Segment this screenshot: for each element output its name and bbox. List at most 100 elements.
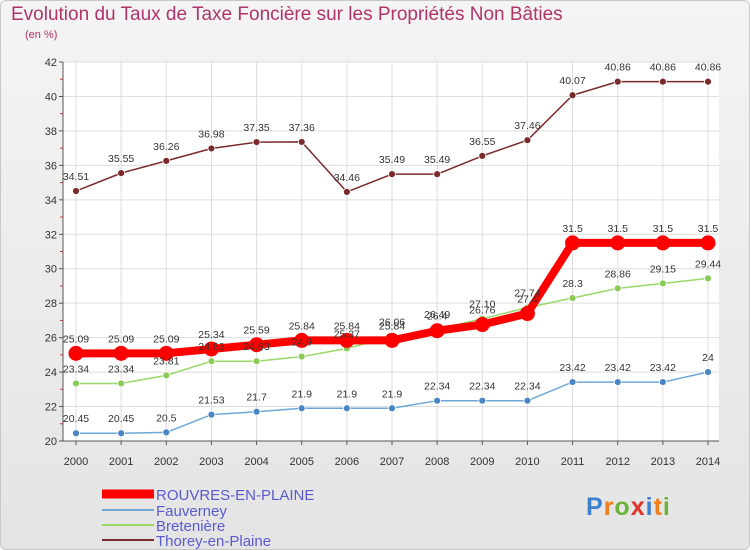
data-label: 31.5 xyxy=(607,223,628,235)
data-point xyxy=(203,341,219,357)
data-label: 25.59 xyxy=(243,325,269,337)
data-point xyxy=(568,378,577,386)
data-point xyxy=(568,294,577,302)
x-tick-label: 2006 xyxy=(335,456,359,468)
x-tick-label: 2014 xyxy=(696,456,720,468)
data-label: 21.7 xyxy=(246,392,267,404)
data-label: 25.09 xyxy=(63,333,89,345)
data-label: 24.9 xyxy=(291,337,312,349)
data-point xyxy=(658,77,667,86)
data-point xyxy=(388,404,396,413)
data-point xyxy=(72,379,80,388)
data-label: 40.07 xyxy=(559,75,585,87)
y-tick-label: 32 xyxy=(45,229,57,241)
data-label: 25.34 xyxy=(198,329,224,341)
data-point xyxy=(207,357,216,366)
x-tick-label: 2011 xyxy=(561,456,585,468)
data-point xyxy=(704,274,712,283)
data-label: 22.34 xyxy=(469,381,495,393)
x-tick-label: 2001 xyxy=(109,456,133,468)
data-point xyxy=(523,396,532,405)
data-label: 35.55 xyxy=(108,153,134,165)
data-point xyxy=(613,378,622,386)
data-label: 23.42 xyxy=(559,362,585,374)
data-point xyxy=(655,235,671,251)
data-label: 40.86 xyxy=(695,62,721,74)
chart-subtitle: (en %) xyxy=(25,29,58,41)
data-point xyxy=(297,138,306,146)
logo-letter: t xyxy=(653,493,663,521)
data-point xyxy=(117,169,126,178)
data-point xyxy=(704,77,712,86)
x-tick-label: 2010 xyxy=(515,456,539,468)
data-label: 40.86 xyxy=(605,62,631,74)
grid-layer xyxy=(63,61,719,442)
data-label: 29.44 xyxy=(695,258,721,270)
data-label: 37.35 xyxy=(243,122,269,134)
data-point xyxy=(294,332,310,348)
data-label: 26.76 xyxy=(469,305,495,317)
data-point xyxy=(478,151,487,160)
x-tick-label: 2013 xyxy=(651,456,675,468)
y-tick-label: 40 xyxy=(45,91,57,103)
data-point xyxy=(613,284,622,293)
data-point xyxy=(297,404,306,413)
y-tick-label: 24 xyxy=(45,367,57,379)
data-point xyxy=(207,144,216,153)
logo-letter: i xyxy=(662,493,671,521)
data-label: 21.53 xyxy=(198,395,224,407)
data-label: 25.84 xyxy=(334,320,360,332)
data-label: 28.3 xyxy=(562,278,583,290)
y-tick-label: 20 xyxy=(45,436,57,448)
data-label: 26.4 xyxy=(427,311,448,323)
data-label: 25.37 xyxy=(334,328,360,340)
x-tick-label: 2007 xyxy=(380,456,404,468)
x-tick-label: 2004 xyxy=(244,456,268,468)
data-point xyxy=(474,317,490,333)
legend: ROUVRES-EN-PLAINEFauverneyBretenièreThor… xyxy=(102,487,314,549)
chart-title: Evolution du Taux de Taxe Foncière sur l… xyxy=(11,4,563,25)
x-tick-label: 2000 xyxy=(64,456,88,468)
data-point xyxy=(113,345,129,361)
data-label: 36.55 xyxy=(469,136,495,148)
data-point xyxy=(388,170,396,179)
data-point xyxy=(207,410,216,419)
plot-area xyxy=(63,62,719,441)
data-point xyxy=(117,429,126,438)
data-point xyxy=(162,428,171,437)
data-point xyxy=(384,332,400,348)
y-tick-label: 38 xyxy=(45,126,57,138)
data-point xyxy=(568,91,577,100)
data-label: 35.49 xyxy=(424,154,450,166)
data-label: 24.63 xyxy=(198,341,224,353)
data-label: 27.74 xyxy=(514,288,540,300)
data-label: 37.36 xyxy=(289,122,315,134)
data-point xyxy=(478,396,487,405)
data-label: 23.34 xyxy=(63,363,89,375)
data-point xyxy=(342,404,351,413)
data-point xyxy=(523,136,532,145)
data-point xyxy=(72,429,80,438)
y-tick-label: 30 xyxy=(45,264,57,276)
data-point xyxy=(658,279,667,288)
data-label: 22.34 xyxy=(514,381,540,393)
data-point xyxy=(429,323,445,339)
data-label: 26.06 xyxy=(379,317,405,329)
data-label: 22.34 xyxy=(424,381,450,393)
x-tick-label: 2002 xyxy=(154,456,178,468)
data-point xyxy=(704,368,712,376)
data-label: 21.9 xyxy=(291,388,312,400)
y-tick-label: 42 xyxy=(45,57,57,69)
data-point xyxy=(700,235,716,251)
data-label: 23.42 xyxy=(605,362,631,374)
data-label: 27.10 xyxy=(469,299,495,311)
data-label: 40.86 xyxy=(650,62,676,74)
x-tick-label: 2003 xyxy=(199,456,223,468)
data-label: 24.63 xyxy=(243,341,269,353)
legend-label: ROUVRES-EN-PLAINE xyxy=(156,487,314,504)
data-label: 37.46 xyxy=(514,120,540,132)
data-label: 35.49 xyxy=(379,154,405,166)
data-label: 34.46 xyxy=(334,172,360,184)
